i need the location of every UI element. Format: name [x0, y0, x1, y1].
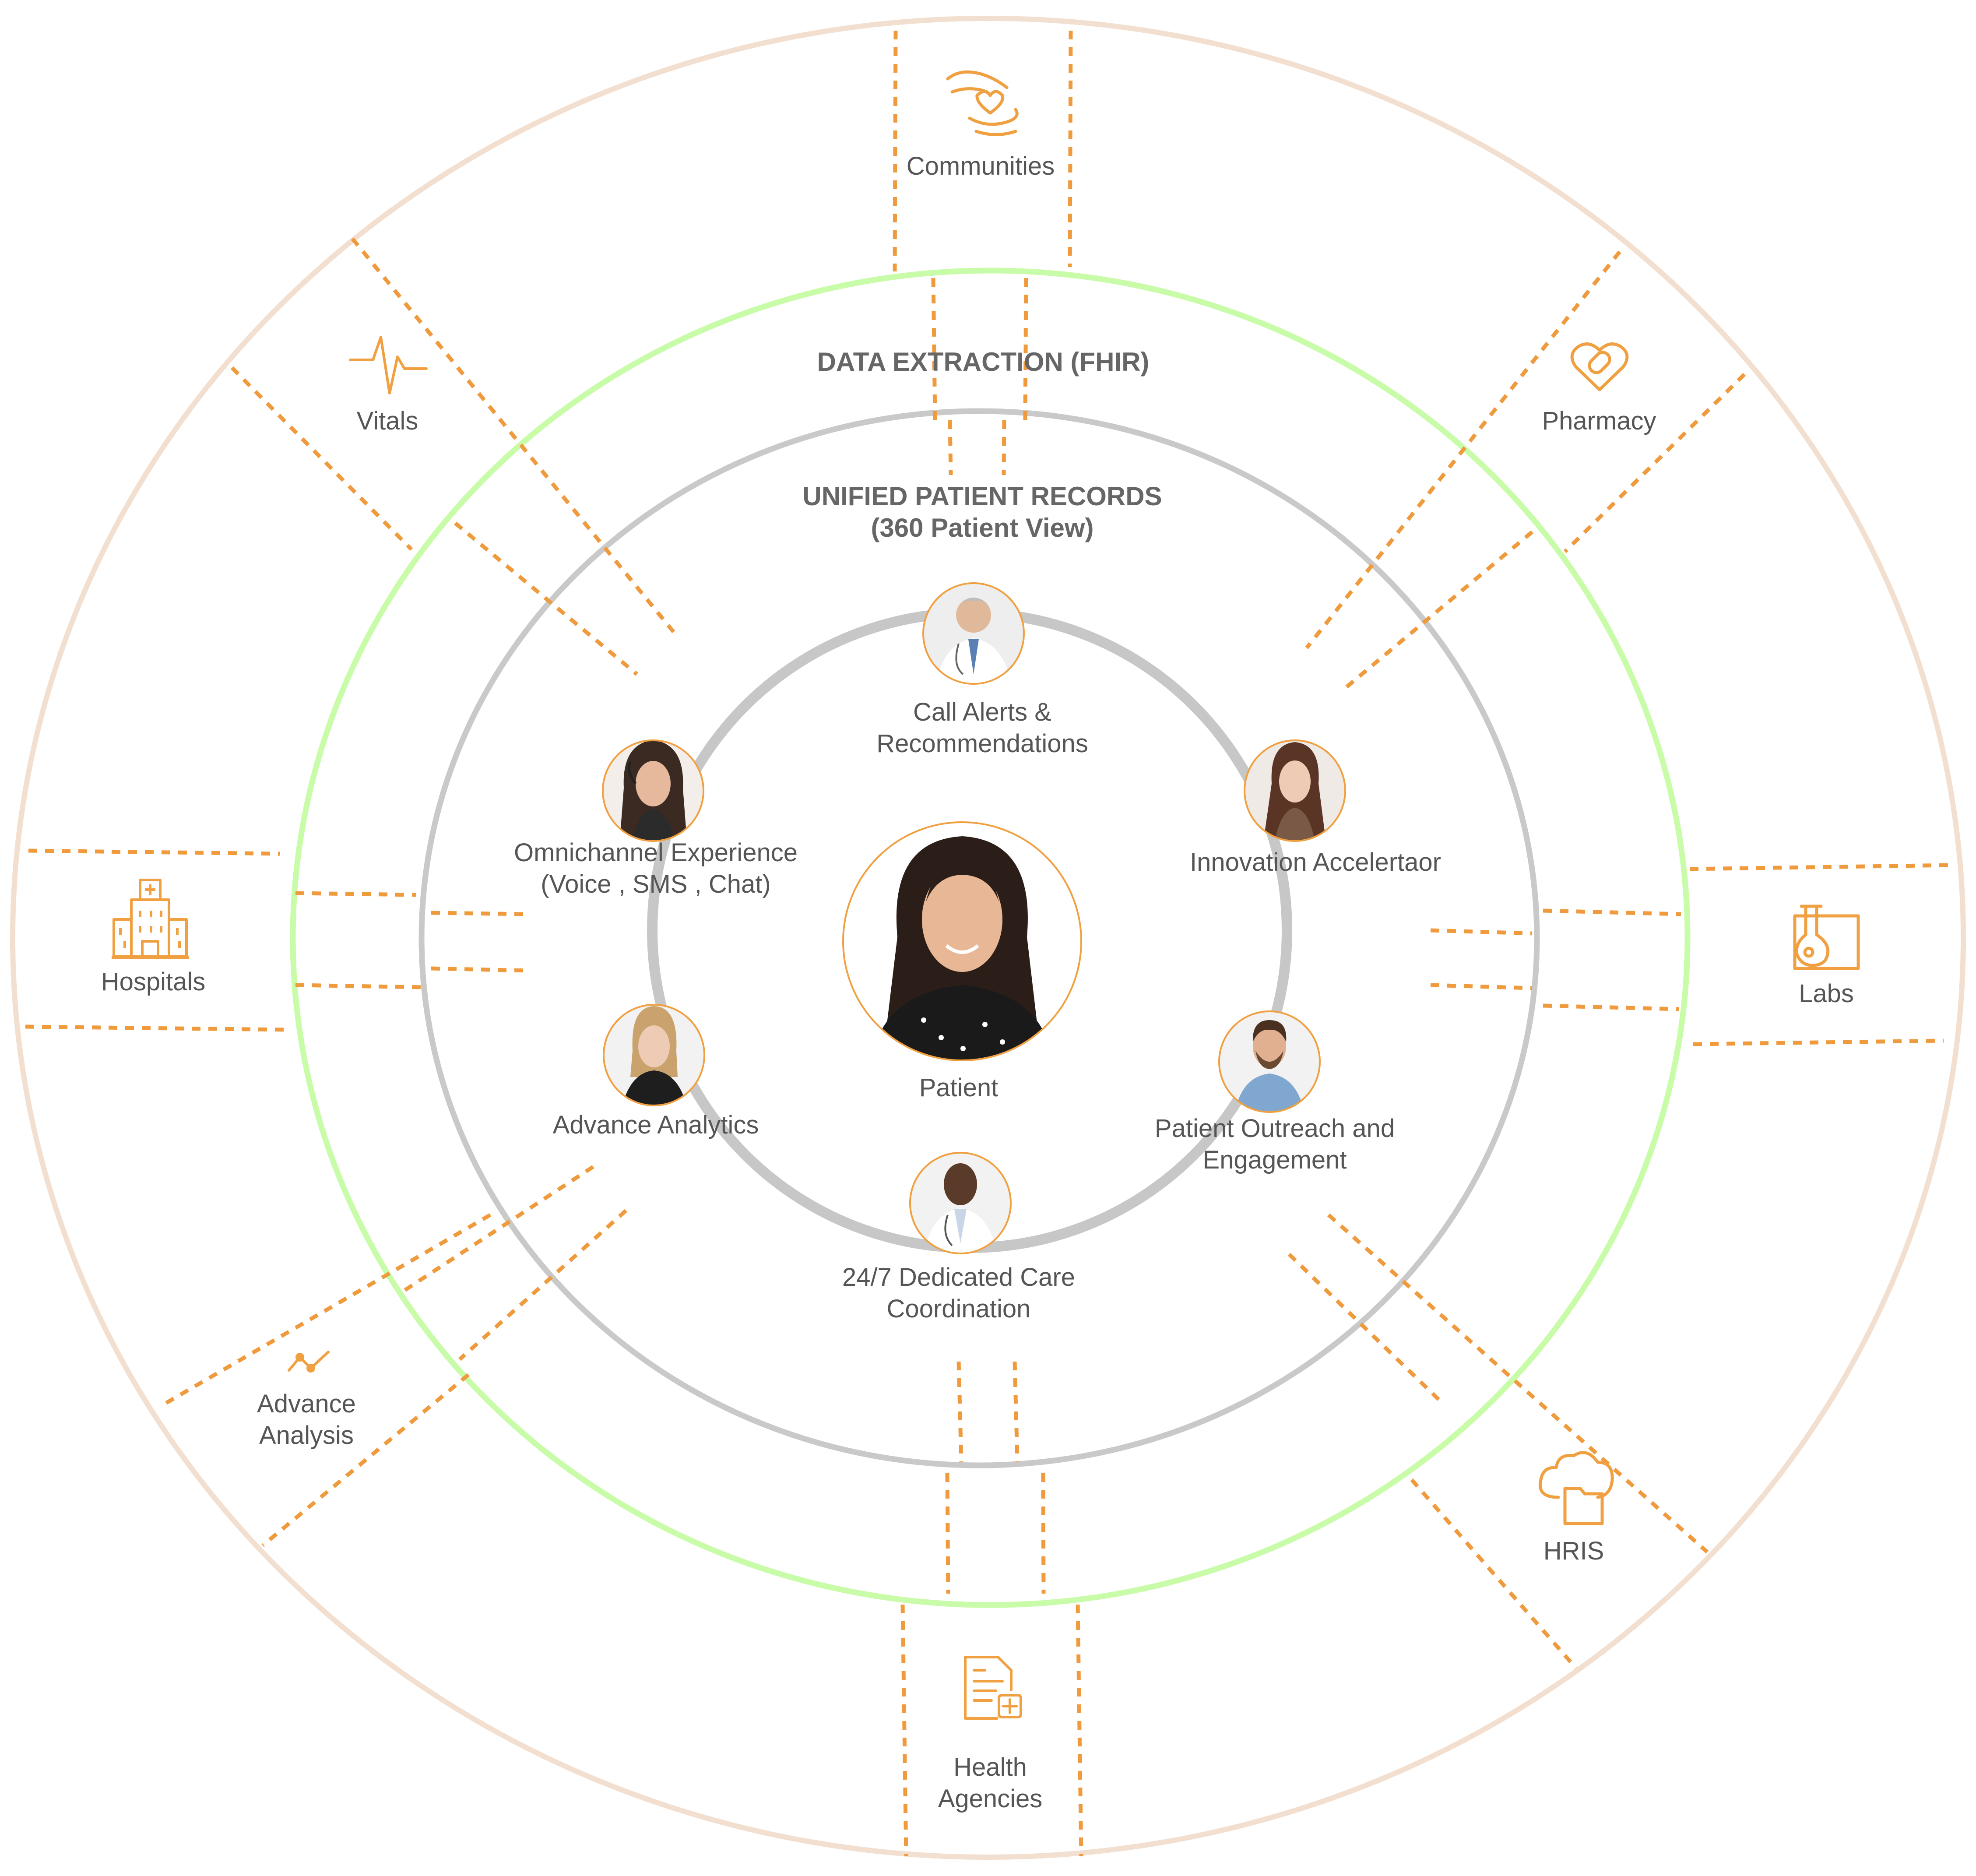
- caring-hands-icon: [946, 70, 1019, 136]
- cloud-folder-icon: [1539, 1451, 1614, 1525]
- vitals-label: Vitals: [356, 407, 418, 435]
- analytics-avatar: [603, 1004, 705, 1106]
- outer-ring: [10, 16, 1966, 1860]
- pharmacy-label: Pharmacy: [1542, 407, 1656, 435]
- care-label: 24/7 Dedicated Care Coordination: [842, 1262, 1075, 1325]
- call-alerts-label: Call Alerts & Recommendations: [876, 697, 1088, 760]
- call-alerts-line1: Call Alerts &: [913, 698, 1051, 726]
- unified-records-title: UNIFIED PATIENT RECORDS (360 Patient Vie…: [802, 481, 1162, 544]
- pill-heart-icon: [1570, 342, 1629, 391]
- unified-records-title-line2: (360 Patient View): [871, 513, 1094, 542]
- analytics-label: Advance Analytics: [552, 1111, 759, 1139]
- outreach-line1: Patient Outreach and: [1154, 1114, 1395, 1143]
- flask-icon: [1793, 905, 1860, 970]
- omnichannel-label: Omnichannel Experience (Voice , SMS , Ch…: [514, 837, 798, 900]
- outreach-label: Patient Outreach and Engagement: [1155, 1113, 1395, 1176]
- innovation-label: Innovation Accelertaor: [1190, 848, 1441, 876]
- health-agencies-line2: Agencies: [938, 1784, 1043, 1813]
- data-extraction-title: DATA EXTRACTION (FHIR): [817, 347, 1150, 377]
- outreach-line2: Engagement: [1202, 1146, 1347, 1174]
- care-avatar: [909, 1152, 1012, 1254]
- patient-avatar: [842, 821, 1082, 1061]
- care-line1: 24/7 Dedicated Care: [842, 1263, 1075, 1292]
- hospital-building-icon: [112, 879, 189, 959]
- care-line2: Coordination: [886, 1295, 1031, 1323]
- advance-analysis-line1: Advance: [257, 1390, 356, 1418]
- omnichannel-line2: (Voice , SMS , Chat): [541, 870, 771, 898]
- call-alerts-avatar: [922, 582, 1025, 685]
- labs-label: Labs: [1799, 979, 1854, 1008]
- unified-records-title-line1: UNIFIED PATIENT RECORDS: [802, 482, 1162, 511]
- advance-analysis-label: Advance Analysis: [257, 1388, 356, 1451]
- unified-records-ring: [418, 408, 1540, 1468]
- heartbeat-icon: [349, 336, 428, 394]
- medical-document-icon: [964, 1656, 1022, 1720]
- data-extraction-ring: [290, 267, 1691, 1608]
- health-agencies-label: Health Agencies: [938, 1752, 1043, 1815]
- omnichannel-avatar: [602, 739, 704, 842]
- health-agencies-line1: Health: [953, 1753, 1027, 1781]
- patient-label: Patient: [919, 1074, 999, 1102]
- advance-analysis-line2: Analysis: [259, 1421, 354, 1450]
- communities-label: Communities: [906, 152, 1055, 180]
- trend-line-icon: [288, 1351, 330, 1373]
- dashed-connectors: [25, 30, 1953, 1857]
- call-alerts-line2: Recommendations: [876, 729, 1088, 758]
- innovation-avatar: [1244, 739, 1346, 842]
- hris-label: HRIS: [1543, 1537, 1604, 1565]
- omnichannel-line1: Omnichannel Experience: [513, 838, 798, 867]
- hospitals-label: Hospitals: [101, 968, 206, 996]
- outreach-avatar: [1218, 1010, 1321, 1113]
